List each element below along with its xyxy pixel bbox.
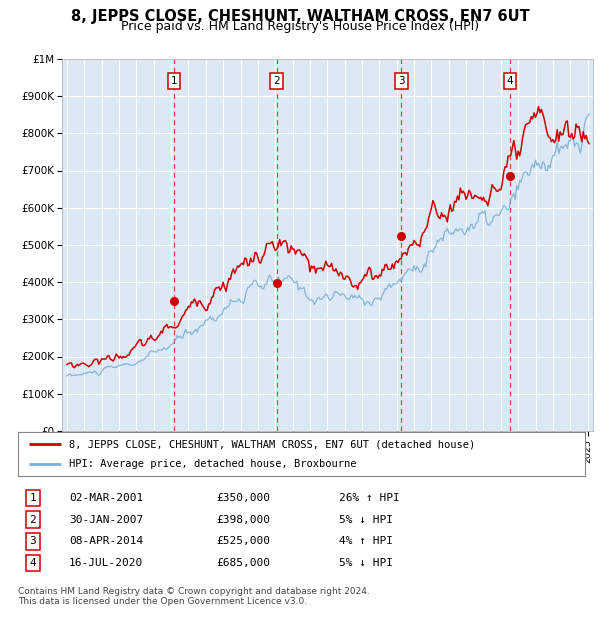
Text: 4% ↑ HPI: 4% ↑ HPI	[339, 536, 393, 546]
Text: 5% ↓ HPI: 5% ↓ HPI	[339, 515, 393, 525]
Text: £525,000: £525,000	[216, 536, 270, 546]
Text: Price paid vs. HM Land Registry's House Price Index (HPI): Price paid vs. HM Land Registry's House …	[121, 20, 479, 33]
Text: £398,000: £398,000	[216, 515, 270, 525]
Text: 3: 3	[29, 536, 37, 546]
Text: 2: 2	[274, 76, 280, 86]
Text: 4: 4	[507, 76, 514, 86]
Text: 08-APR-2014: 08-APR-2014	[69, 536, 143, 546]
Text: 8, JEPPS CLOSE, CHESHUNT, WALTHAM CROSS, EN7 6UT: 8, JEPPS CLOSE, CHESHUNT, WALTHAM CROSS,…	[71, 9, 529, 24]
Text: 30-JAN-2007: 30-JAN-2007	[69, 515, 143, 525]
Text: 02-MAR-2001: 02-MAR-2001	[69, 493, 143, 503]
Text: 1: 1	[29, 493, 37, 503]
Text: 1: 1	[171, 76, 178, 86]
Text: This data is licensed under the Open Government Licence v3.0.: This data is licensed under the Open Gov…	[18, 597, 307, 606]
Text: 16-JUL-2020: 16-JUL-2020	[69, 558, 143, 568]
Text: Contains HM Land Registry data © Crown copyright and database right 2024.: Contains HM Land Registry data © Crown c…	[18, 587, 370, 596]
Text: 5% ↓ HPI: 5% ↓ HPI	[339, 558, 393, 568]
Text: £350,000: £350,000	[216, 493, 270, 503]
Text: 26% ↑ HPI: 26% ↑ HPI	[339, 493, 400, 503]
Text: HPI: Average price, detached house, Broxbourne: HPI: Average price, detached house, Brox…	[69, 459, 356, 469]
Text: £685,000: £685,000	[216, 558, 270, 568]
Text: 4: 4	[29, 558, 37, 568]
Text: 8, JEPPS CLOSE, CHESHUNT, WALTHAM CROSS, EN7 6UT (detached house): 8, JEPPS CLOSE, CHESHUNT, WALTHAM CROSS,…	[69, 439, 475, 449]
Text: 3: 3	[398, 76, 405, 86]
Text: 2: 2	[29, 515, 37, 525]
